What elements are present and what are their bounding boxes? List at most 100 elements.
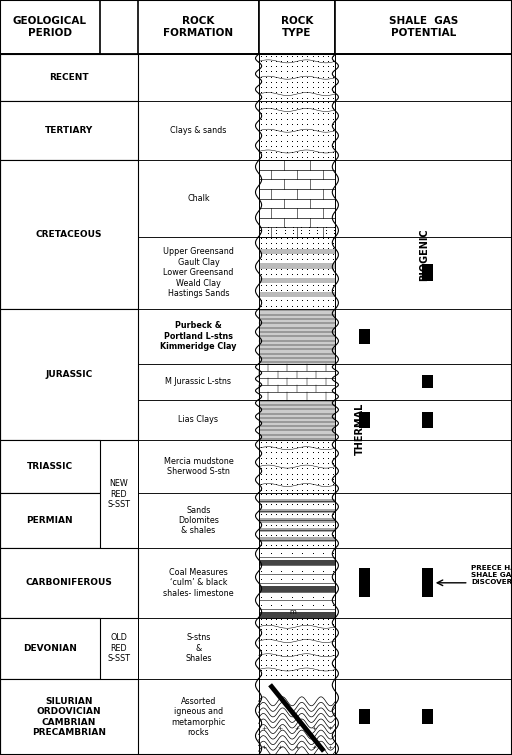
Text: +: + [311, 726, 316, 731]
Bar [138, 440, 259, 493]
Text: RECENT: RECENT [49, 73, 89, 82]
Bar [259, 160, 335, 237]
Bar [0, 101, 138, 160]
Bar [138, 364, 259, 399]
Bar [259, 263, 335, 269]
Bar [335, 54, 512, 101]
Bar [358, 709, 370, 724]
Text: Assorted
igneous and
metamorphic
rocks: Assorted igneous and metamorphic rocks [171, 697, 226, 737]
Bar [0, 0, 100, 54]
Bar [0, 440, 100, 493]
Text: S-stns
&
Shales: S-stns & Shales [185, 633, 211, 663]
Bar [259, 54, 335, 101]
Bar [138, 679, 259, 755]
Bar [335, 237, 512, 309]
Bar [259, 493, 335, 548]
Text: OLD
RED
S-SST: OLD RED S-SST [108, 633, 131, 663]
Bar [100, 618, 138, 679]
Text: M Jurassic L-stns: M Jurassic L-stns [165, 378, 231, 387]
Bar [335, 440, 512, 493]
Bar [259, 499, 335, 504]
Bar [0, 493, 100, 548]
Text: +: + [294, 745, 300, 750]
Bar [259, 587, 335, 591]
Bar [138, 618, 259, 679]
Bar [259, 399, 335, 440]
Text: ROCK
TYPE: ROCK TYPE [281, 17, 313, 38]
Bar [335, 679, 512, 755]
Bar [138, 237, 259, 309]
Bar [259, 509, 335, 513]
Text: GEOLOGICAL
PERIOD: GEOLOGICAL PERIOD [13, 17, 87, 38]
Bar [335, 618, 512, 679]
Text: CARBONIFEROUS: CARBONIFEROUS [26, 578, 113, 587]
Bar [422, 709, 433, 724]
Bar [259, 440, 335, 493]
Text: m: m [290, 609, 296, 615]
Bar [100, 440, 138, 548]
Bar [259, 249, 335, 254]
Bar [259, 548, 335, 618]
Bar [259, 538, 335, 542]
Text: JURASSIC: JURASSIC [46, 370, 93, 379]
Bar [259, 518, 335, 522]
Text: +: + [278, 726, 283, 731]
Bar [138, 160, 259, 237]
Text: TERTIARY: TERTIARY [45, 126, 93, 135]
Bar [259, 612, 335, 618]
Text: Sands
Dolomites
& shales: Sands Dolomites & shales [178, 506, 219, 535]
Bar [138, 309, 259, 364]
Bar [259, 292, 335, 297]
Bar [259, 0, 335, 54]
Bar [335, 493, 512, 548]
Bar [358, 329, 370, 344]
Bar [0, 309, 138, 440]
Bar [335, 364, 512, 399]
Bar [0, 54, 138, 101]
Bar [335, 548, 512, 618]
Text: SILURIAN
ORDOVICIAN
CAMBRIAN
PRECAMBRIAN: SILURIAN ORDOVICIAN CAMBRIAN PRECAMBRIAN [32, 697, 106, 737]
Bar [259, 399, 335, 440]
Text: PREECE HALL
SHALE GAS
DISCOVERY: PREECE HALL SHALE GAS DISCOVERY [471, 565, 512, 585]
Bar [358, 411, 370, 428]
Bar [259, 309, 335, 364]
Text: Coal Measures
‘culm’ & black
shales- limestone: Coal Measures ‘culm’ & black shales- lim… [163, 568, 233, 598]
Text: Purbeck &
Portland L-stns
Kimmeridge Clay: Purbeck & Portland L-stns Kimmeridge Cla… [160, 322, 237, 351]
Text: DEVONIAN: DEVONIAN [23, 643, 77, 652]
Text: BIOGENIC: BIOGENIC [419, 228, 429, 281]
Bar [138, 101, 259, 160]
Bar [335, 160, 512, 237]
Bar [259, 309, 335, 364]
Bar [422, 411, 433, 428]
Text: PERMIAN: PERMIAN [27, 516, 73, 525]
Bar [138, 399, 259, 440]
Text: ROCK
FORMATION: ROCK FORMATION [163, 17, 233, 38]
Bar [259, 618, 335, 679]
Bar [138, 548, 259, 618]
Bar [422, 375, 433, 388]
Bar [138, 0, 259, 54]
Text: Upper Greensand
Gault Clay
Lower Greensand
Weald Clay
Hastings Sands: Upper Greensand Gault Clay Lower Greensa… [163, 248, 234, 298]
Bar [335, 0, 512, 54]
Bar [422, 264, 433, 281]
Bar [259, 101, 335, 160]
Bar [259, 679, 335, 755]
Text: THERMAL: THERMAL [355, 402, 365, 455]
Bar [0, 548, 138, 618]
Bar [335, 101, 512, 160]
Bar [335, 399, 512, 440]
Bar [0, 618, 100, 679]
Text: +: + [328, 726, 333, 731]
Bar [138, 493, 259, 548]
Bar [0, 679, 138, 755]
Text: SHALE  GAS
POTENTIAL: SHALE GAS POTENTIAL [389, 17, 458, 38]
Bar [358, 569, 370, 597]
Text: +: + [261, 726, 266, 731]
Text: +: + [261, 745, 266, 750]
Text: +: + [311, 745, 316, 750]
Bar [0, 160, 138, 309]
Bar [259, 237, 335, 309]
Bar [259, 560, 335, 565]
Text: +: + [294, 726, 300, 731]
Text: TRIASSIC: TRIASSIC [27, 462, 73, 471]
